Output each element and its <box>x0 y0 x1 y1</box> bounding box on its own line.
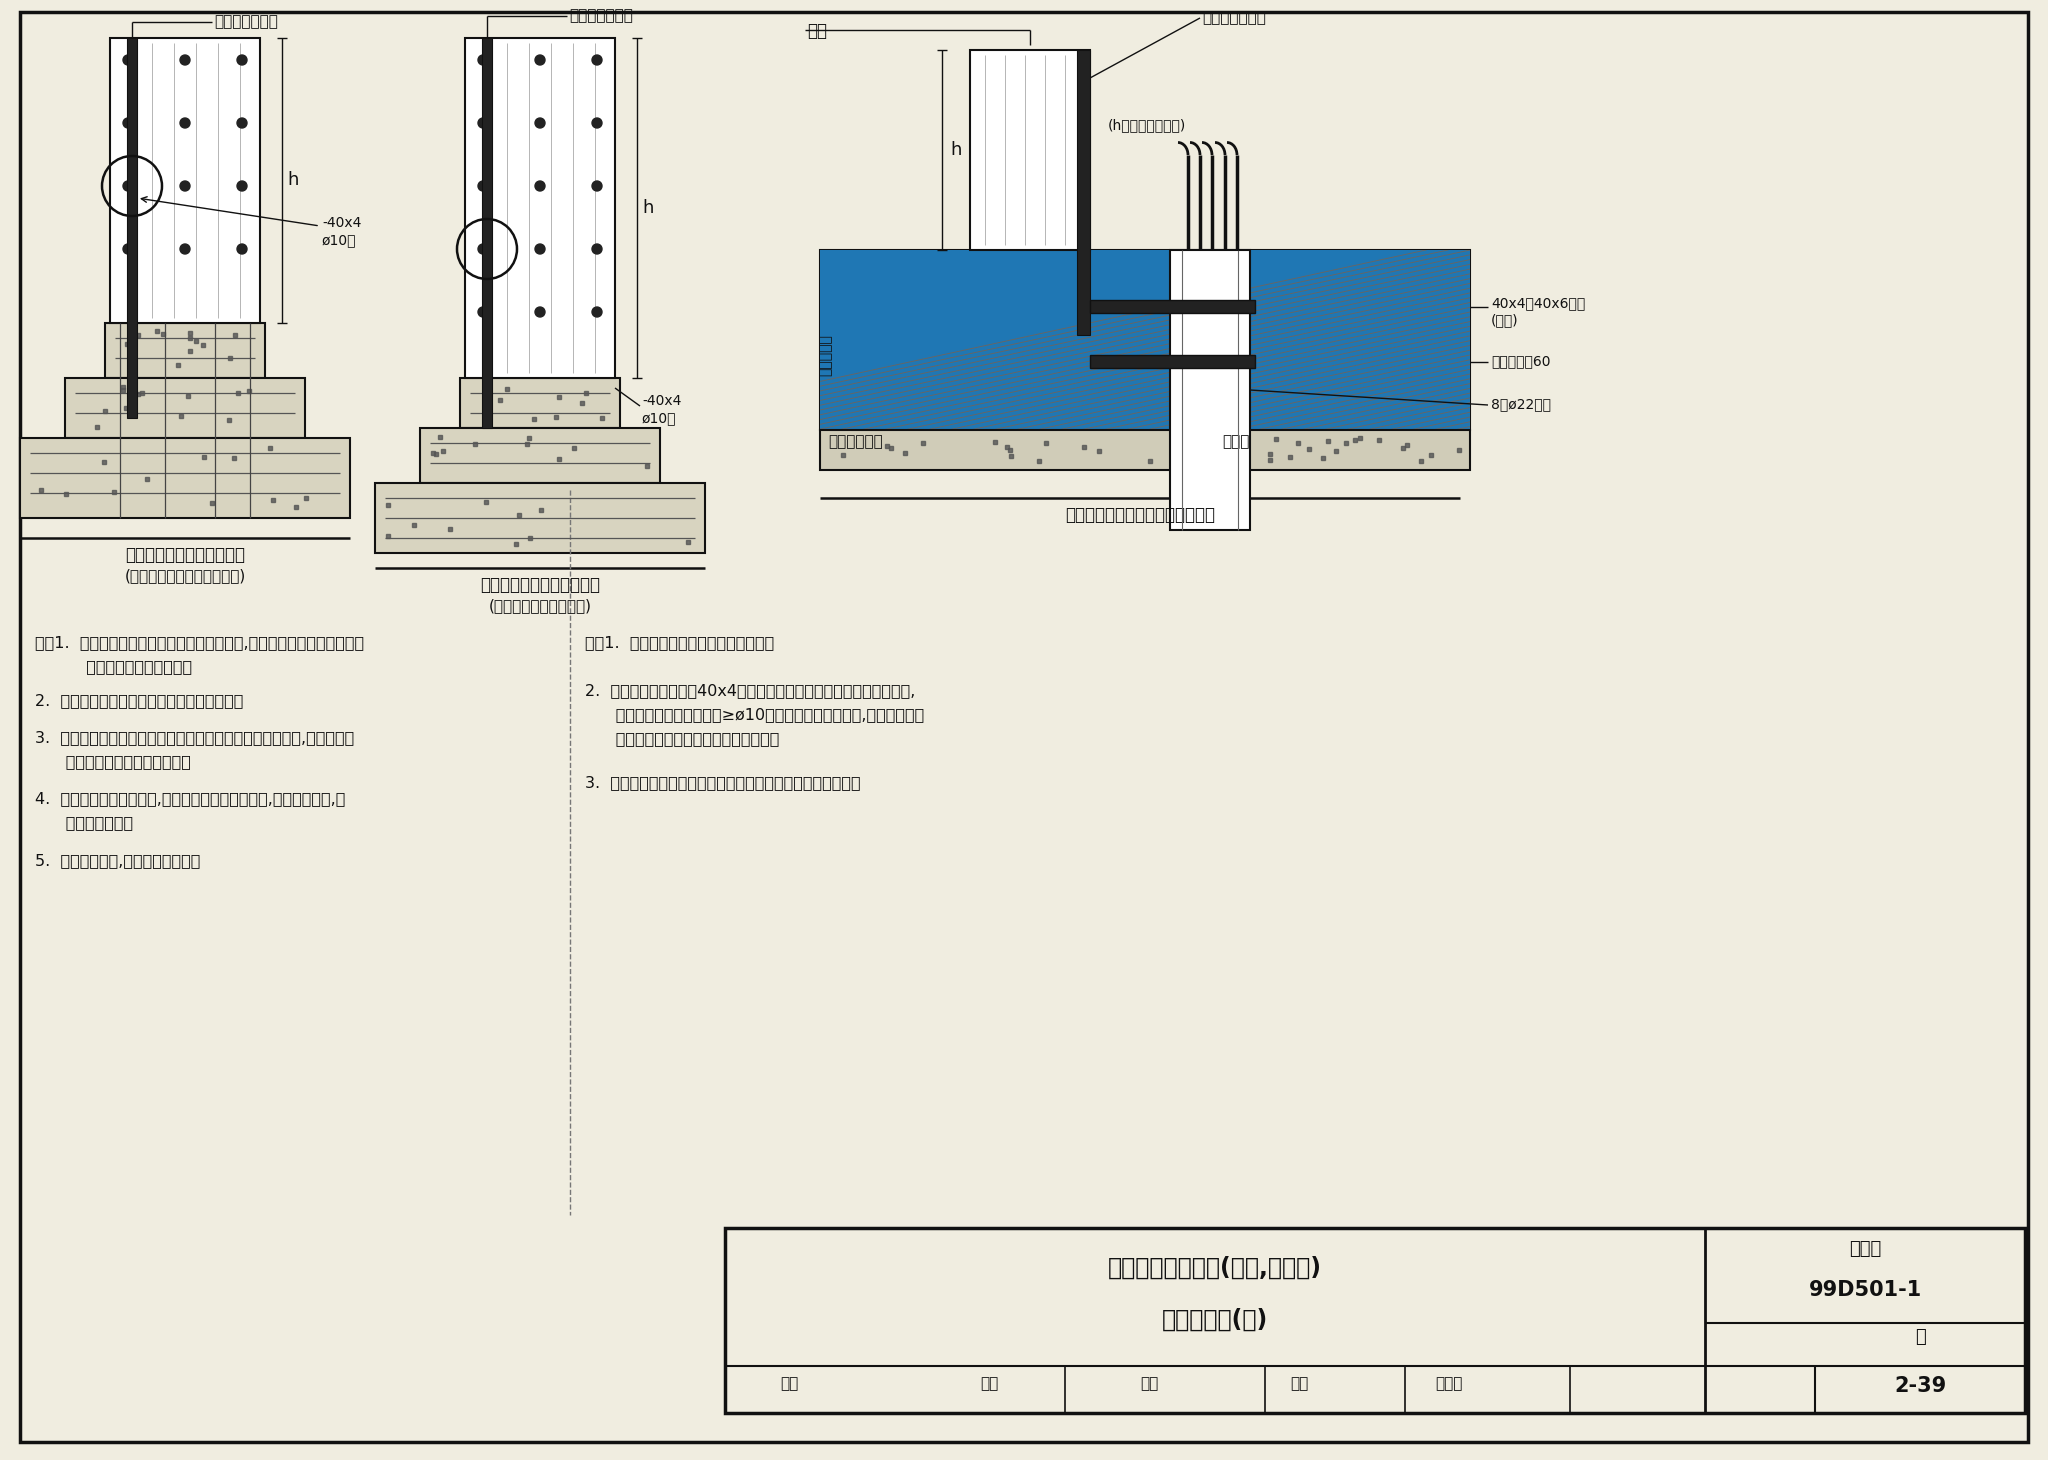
Bar <box>1169 250 1249 530</box>
Circle shape <box>592 181 602 191</box>
Text: 双面点焊长60: 双面点焊长60 <box>1491 353 1550 368</box>
Circle shape <box>592 118 602 128</box>
Text: 型式和数量由工程设计确定。: 型式和数量由工程设计确定。 <box>35 753 190 769</box>
Text: 设计: 设计 <box>1290 1375 1309 1391</box>
Bar <box>111 38 260 323</box>
Text: 预埋接地端子板: 预埋接地端子板 <box>1202 10 1266 25</box>
Text: h: h <box>287 171 299 188</box>
Bar <box>420 428 659 483</box>
Text: (二根): (二根) <box>1491 312 1520 327</box>
Bar <box>375 483 705 553</box>
Circle shape <box>592 307 602 317</box>
Circle shape <box>477 307 487 317</box>
Text: -40x4: -40x4 <box>641 394 682 407</box>
Circle shape <box>238 181 248 191</box>
Text: (只有水平钢筋网的基础): (只有水平钢筋网的基础) <box>489 599 592 613</box>
Text: 预埋接地端子板相对应。: 预埋接地端子板相对应。 <box>35 658 193 675</box>
Text: 99D501-1: 99D501-1 <box>1808 1280 1921 1299</box>
Circle shape <box>592 55 602 66</box>
Bar <box>1090 355 1255 368</box>
Circle shape <box>535 55 545 66</box>
Bar <box>971 50 1090 250</box>
Text: 图集号: 图集号 <box>1849 1240 1882 1259</box>
Text: 预埋接地端子板: 预埋接地端子板 <box>213 15 279 29</box>
Circle shape <box>477 118 487 128</box>
Text: 5.  所有外露部分,均需作防腐处理。: 5. 所有外露部分,均需作防腐处理。 <box>35 853 201 869</box>
Bar <box>1077 50 1090 334</box>
Circle shape <box>592 244 602 254</box>
Circle shape <box>123 55 133 66</box>
Text: 地连接等之用。: 地连接等之用。 <box>35 815 133 829</box>
Text: 龙二: 龙二 <box>1141 1375 1159 1391</box>
Circle shape <box>180 55 190 66</box>
Text: 钢管桩: 钢管桩 <box>1223 435 1249 450</box>
Bar <box>465 38 614 378</box>
Text: 8根ø22锚筋: 8根ø22锚筋 <box>1491 397 1550 412</box>
Bar <box>20 438 350 518</box>
Text: 柱内扁钢与基础焊接剖面图: 柱内扁钢与基础焊接剖面图 <box>125 546 246 564</box>
Bar <box>66 378 305 438</box>
Text: (h由工程需要确定): (h由工程需要确定) <box>1108 118 1186 131</box>
Text: ø10孔: ø10孔 <box>322 234 356 247</box>
Text: -40x4: -40x4 <box>322 216 360 231</box>
Text: 3.  建筑物上部所需要的多组接地线均由环形接地连接线引出。: 3. 建筑物上部所需要的多组接地线均由环形接地连接线引出。 <box>586 775 860 790</box>
Circle shape <box>180 118 190 128</box>
Text: 注：1.  本图仅表示柱子与钢管桩的连接。: 注：1. 本图仅表示柱子与钢管桩的连接。 <box>586 635 774 650</box>
Bar <box>819 431 1470 470</box>
Bar <box>481 38 492 428</box>
Circle shape <box>535 118 545 128</box>
Circle shape <box>180 244 190 254</box>
Text: 4.  预埋接地端子板供测试,连接人工接地体和接闪器,作等电位连接,接: 4. 预埋接地端子板供测试,连接人工接地体和接闪器,作等电位连接,接 <box>35 791 346 806</box>
Circle shape <box>535 307 545 317</box>
Circle shape <box>238 55 248 66</box>
Text: 2.  连接导体与钢筋网的连接一般应采用焊接。: 2. 连接导体与钢筋网的连接一般应采用焊接。 <box>35 694 244 708</box>
Circle shape <box>238 244 248 254</box>
Circle shape <box>238 118 248 128</box>
Text: 注：1.  连接导体引出位置是在桩口一角的附近,与预制的钢筋混凝土柱上的: 注：1. 连接导体引出位置是在桩口一角的附近,与预制的钢筋混凝土柱上的 <box>35 635 365 650</box>
Circle shape <box>477 244 487 254</box>
Circle shape <box>123 244 133 254</box>
Text: 柱子: 柱子 <box>807 22 827 39</box>
Circle shape <box>535 244 545 254</box>
Circle shape <box>535 181 545 191</box>
Circle shape <box>123 181 133 191</box>
Text: 审图: 审图 <box>780 1375 799 1391</box>
Text: 40x4或40x6扁钢: 40x4或40x6扁钢 <box>1491 296 1585 310</box>
Text: 预埋接地端子板: 预埋接地端子板 <box>569 7 633 23</box>
Text: 素混凝土垫层: 素混凝土垫层 <box>827 435 883 450</box>
Text: h: h <box>641 199 653 218</box>
Text: 页: 页 <box>1915 1329 1925 1346</box>
Text: 校对: 校对 <box>981 1375 997 1391</box>
Text: 3.  预埋连接板和引出连接板为向土建提出的专设接地端子板,具体位置、: 3. 预埋连接板和引出连接板为向土建提出的专设接地端子板,具体位置、 <box>35 730 354 745</box>
Circle shape <box>123 118 133 128</box>
Text: 柱内扁钢与基础焊接剖面图: 柱内扁钢与基础焊接剖面图 <box>479 577 600 594</box>
Text: 2-39: 2-39 <box>1894 1375 1946 1396</box>
Text: ø10孔: ø10孔 <box>641 412 676 425</box>
Bar <box>1090 299 1255 312</box>
Text: h: h <box>950 142 961 159</box>
Circle shape <box>477 55 487 66</box>
Bar <box>127 38 137 418</box>
Circle shape <box>477 181 487 191</box>
Bar <box>819 250 1470 431</box>
Text: 2.  环形接地连接线采用40x4镀锌扁钢沿建筑物桩台板外圈作环形敷设,: 2. 环形接地连接线采用40x4镀锌扁钢沿建筑物桩台板外圈作环形敷设, <box>586 683 915 698</box>
Text: 桩台板底板: 桩台板底板 <box>817 334 831 375</box>
Text: 连接大样图(一): 连接大样图(一) <box>1161 1308 1268 1332</box>
Bar <box>725 1228 2025 1413</box>
Text: 与所经过的钢管桩顶伸出的锚筋焊牢。: 与所经过的钢管桩顶伸出的锚筋焊牢。 <box>586 731 780 746</box>
Bar <box>104 323 264 378</box>
Text: 或利用建筑物桩台板外围≥ø10二根板钢筋作环形连道,环形接地线需: 或利用建筑物桩台板外围≥ø10二根板钢筋作环形连道,环形接地线需 <box>586 707 924 723</box>
Circle shape <box>180 181 190 191</box>
Text: (有垂直和水平钢筋网的基础): (有垂直和水平钢筋网的基础) <box>125 568 246 583</box>
Text: 陈祈信: 陈祈信 <box>1436 1375 1462 1391</box>
Text: 利用建筑物内钢筋(柱内,基础内): 利用建筑物内钢筋(柱内,基础内) <box>1108 1256 1323 1280</box>
Bar <box>461 378 621 428</box>
Bar <box>819 250 1470 431</box>
Text: 柱内扁钢与钢管桩锚筋焊接剖面图: 柱内扁钢与钢管桩锚筋焊接剖面图 <box>1065 507 1214 524</box>
